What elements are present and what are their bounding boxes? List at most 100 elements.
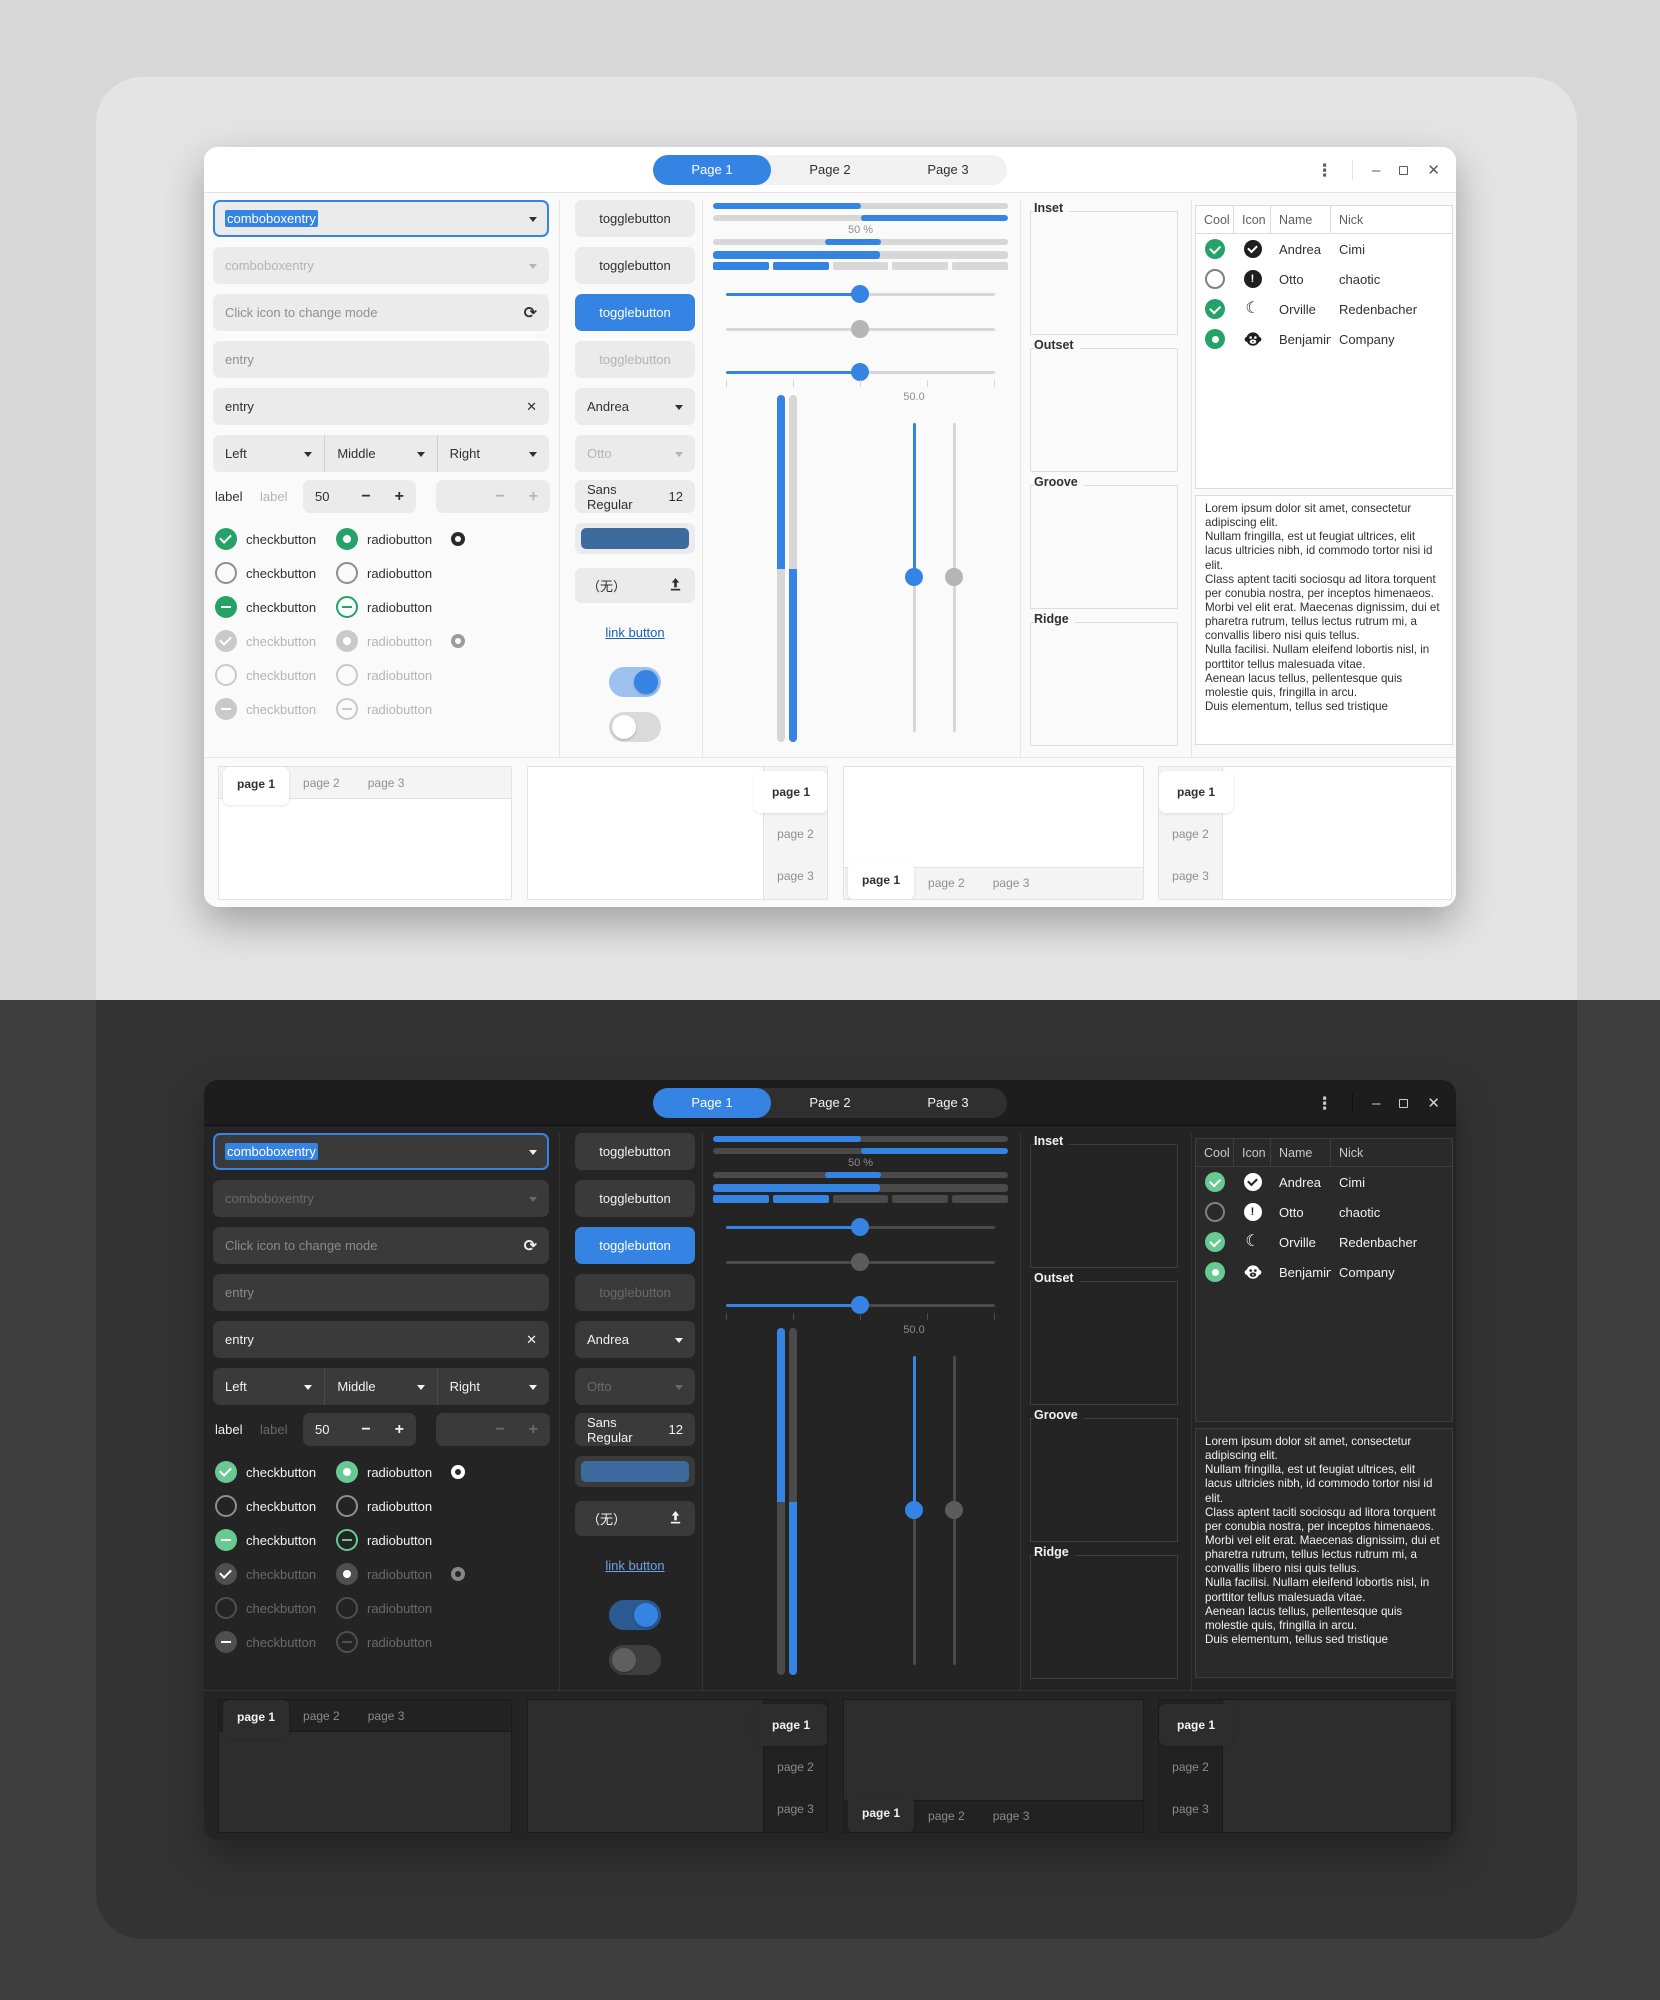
entry-with-clear[interactable]: entry ✕ [213, 388, 549, 425]
notebook-tab-page3[interactable]: page 3 [992, 876, 1030, 890]
dropdown-right[interactable]: Right [438, 1368, 549, 1405]
notebook-tab-page2[interactable]: page 2 [777, 1760, 814, 1774]
menu-icon[interactable]: ⋮ [1316, 1093, 1334, 1113]
empty-circle-icon[interactable] [1205, 269, 1225, 289]
dropdown-left[interactable]: Left [213, 1368, 324, 1405]
radio-unselected[interactable] [336, 562, 358, 584]
notebook-tab-page1[interactable]: page 1 [223, 767, 290, 805]
mode-entry[interactable]: Click icon to change mode ⟳ [213, 294, 549, 331]
table-row[interactable]: ! Otto chaotic [1196, 1197, 1452, 1227]
tab-page-1[interactable]: Page 1 [653, 1088, 771, 1118]
radio-circle-icon[interactable] [1205, 329, 1225, 349]
minimize-button[interactable]: – [1372, 1094, 1381, 1112]
togglebutton-active[interactable]: togglebutton [575, 1227, 695, 1264]
togglebutton[interactable]: togglebutton [575, 1133, 695, 1170]
switch-on[interactable] [609, 1600, 661, 1630]
cool-cell[interactable] [1196, 239, 1234, 259]
spin-plus-button[interactable]: + [394, 487, 404, 505]
file-chooser-button[interactable]: （无） [575, 568, 695, 603]
notebook-tab-page2[interactable]: page 2 [928, 876, 965, 890]
horizontal-scale[interactable] [713, 1218, 1008, 1236]
notebook-tab-page2[interactable]: page 2 [1172, 827, 1209, 841]
file-chooser-button[interactable]: （无） [575, 1501, 695, 1536]
tab-page-2[interactable]: Page 2 [809, 162, 851, 177]
scale-handle[interactable] [851, 1296, 869, 1314]
radio-indeterminate[interactable] [336, 596, 358, 618]
clear-icon[interactable]: ✕ [526, 398, 537, 414]
dropdown-middle[interactable]: Middle [325, 435, 436, 472]
checkbox-checked[interactable] [215, 1461, 237, 1483]
cool-cell[interactable] [1196, 269, 1234, 289]
notebook-tab-page1[interactable]: page 1 [848, 1795, 915, 1832]
column-header-name[interactable]: Name [1271, 1139, 1331, 1166]
column-header-icon[interactable]: Icon [1234, 1139, 1271, 1166]
horizontal-scale-with-marks[interactable] [713, 363, 1008, 381]
color-button[interactable] [575, 1456, 695, 1487]
close-button[interactable]: ✕ [1427, 161, 1440, 179]
cool-cell[interactable] [1196, 329, 1234, 349]
checkbox-unchecked[interactable] [215, 562, 237, 584]
vertical-scale[interactable] [905, 414, 923, 741]
notebook-tab-page2[interactable]: page 2 [1172, 1760, 1209, 1774]
scale-handle[interactable] [851, 1218, 869, 1236]
notebook-tab-page1[interactable]: page 1 [754, 1704, 827, 1746]
check-circle-icon[interactable] [1205, 239, 1225, 259]
text-view[interactable]: Lorem ipsum dolor sit amet, consectetur … [1195, 495, 1453, 745]
column-header-nick[interactable]: Nick [1339, 1146, 1364, 1160]
radio-circle-icon[interactable] [1205, 1262, 1225, 1282]
close-button[interactable]: ✕ [1427, 1094, 1440, 1112]
togglebutton-active[interactable]: togglebutton [575, 294, 695, 331]
dropdown-left[interactable]: Left [213, 435, 324, 472]
dropdown-right[interactable]: Right [438, 435, 549, 472]
tab-page-1[interactable]: Page 1 [653, 155, 771, 185]
togglebutton[interactable]: togglebutton [575, 247, 695, 284]
table-row[interactable]: ☾ Orville Redenbacher [1196, 294, 1452, 324]
dropdown-andrea[interactable]: Andrea [575, 1321, 695, 1358]
scale-dot[interactable] [451, 532, 465, 546]
notebook-tab-page3[interactable]: page 3 [1172, 1802, 1209, 1816]
notebook-tab-page1[interactable]: page 1 [223, 1700, 290, 1738]
scale-dot[interactable] [451, 1465, 465, 1479]
table-row[interactable]: Andrea Cimi [1196, 234, 1452, 264]
togglebutton[interactable]: togglebutton [575, 200, 695, 237]
horizontal-scale[interactable] [713, 285, 1008, 303]
notebook-tab-page1[interactable]: page 1 [1159, 1704, 1233, 1746]
tab-page-3[interactable]: Page 3 [927, 1095, 969, 1110]
check-circle-icon[interactable] [1205, 1232, 1225, 1252]
link-button[interactable]: link button [605, 1558, 665, 1573]
radio-selected[interactable] [336, 1461, 358, 1483]
notebook-tab-page3[interactable]: page 3 [367, 1709, 405, 1723]
table-row[interactable]: Benjamin Company [1196, 324, 1452, 354]
checkbox-unchecked[interactable] [215, 1495, 237, 1517]
notebook-tab-page1[interactable]: page 1 [848, 862, 915, 899]
notebook-tab-page2[interactable]: page 2 [303, 776, 340, 790]
menu-icon[interactable]: ⋮ [1316, 160, 1334, 180]
scale-handle[interactable] [905, 1501, 923, 1519]
cool-cell[interactable] [1196, 1172, 1234, 1192]
tab-page-3[interactable]: Page 3 [927, 162, 969, 177]
radio-selected[interactable] [336, 528, 358, 550]
switch-on[interactable] [609, 667, 661, 697]
notebook-tab-page3[interactable]: page 3 [992, 1809, 1030, 1823]
spinbutton[interactable]: 50 − + [303, 480, 416, 513]
maximize-button[interactable] [1399, 1098, 1409, 1108]
togglebutton[interactable]: togglebutton [575, 1180, 695, 1217]
scale-handle[interactable] [851, 363, 869, 381]
check-circle-icon[interactable] [1205, 1172, 1225, 1192]
scale-handle[interactable] [851, 285, 869, 303]
cool-cell[interactable] [1196, 299, 1234, 319]
checkbox-indeterminate[interactable] [215, 596, 237, 618]
notebook-tab-page2[interactable]: page 2 [303, 1709, 340, 1723]
horizontal-scale-with-marks[interactable] [713, 1296, 1008, 1314]
clear-icon[interactable]: ✕ [526, 1331, 537, 1347]
minimize-button[interactable]: – [1372, 161, 1381, 179]
cool-cell[interactable] [1196, 1202, 1234, 1222]
comboboxentry-focused[interactable]: comboboxentry [213, 200, 549, 237]
comboboxentry-focused[interactable]: comboboxentry [213, 1133, 549, 1170]
table-row[interactable]: Andrea Cimi [1196, 1167, 1452, 1197]
notebook-tab-page3[interactable]: page 3 [777, 869, 814, 883]
scale-handle[interactable] [905, 568, 923, 586]
column-header-icon[interactable]: Icon [1234, 206, 1271, 233]
table-row[interactable]: ! Otto chaotic [1196, 264, 1452, 294]
notebook-tab-page3[interactable]: page 3 [367, 776, 405, 790]
